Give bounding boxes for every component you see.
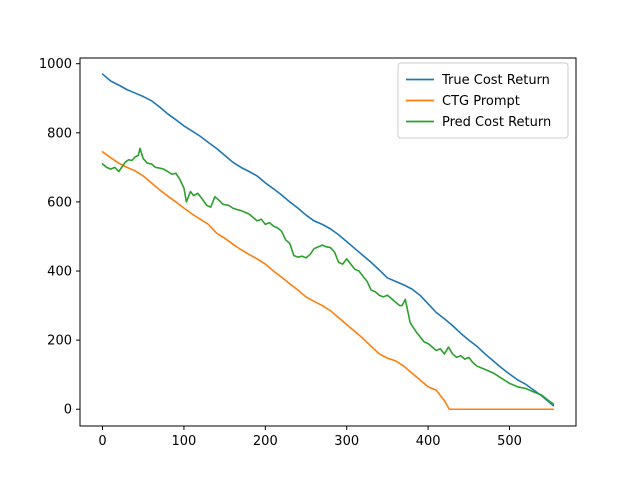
y-axis: 0 200 400 600 800 1000 — [39, 57, 80, 418]
legend-box — [397, 62, 569, 139]
legend-label: Pred Cost Return — [442, 115, 551, 130]
y-tick-label: 800 — [47, 126, 72, 141]
y-tick-label: 200 — [47, 334, 72, 349]
legend-label: CTG Prompt — [442, 94, 520, 109]
y-tick-label: 600 — [47, 195, 72, 210]
plot-frame — [79, 57, 577, 427]
series-layer — [101, 73, 555, 411]
y-tick-label: 1000 — [39, 57, 72, 72]
series-line-true-cost-return — [101, 73, 555, 407]
legend-label: True Cost Return — [441, 73, 550, 88]
y-tick-label: 400 — [47, 265, 72, 280]
x-tick-label: 100 — [172, 434, 197, 449]
x-tick-label: 400 — [416, 434, 441, 449]
x-tick-label: 200 — [253, 434, 278, 449]
x-tick-label: 500 — [497, 434, 522, 449]
x-tick-label: 300 — [334, 434, 359, 449]
series-line-ctg-prompt — [101, 151, 555, 411]
series-line-pred-cost-return — [101, 147, 555, 405]
y-tick-label: 0 — [64, 403, 72, 418]
legend: True Cost Return CTG Prompt Pred Cost Retu… — [397, 62, 569, 139]
x-axis: 0 100 200 300 400 500 — [98, 426, 522, 449]
x-tick-label: 0 — [98, 434, 106, 449]
